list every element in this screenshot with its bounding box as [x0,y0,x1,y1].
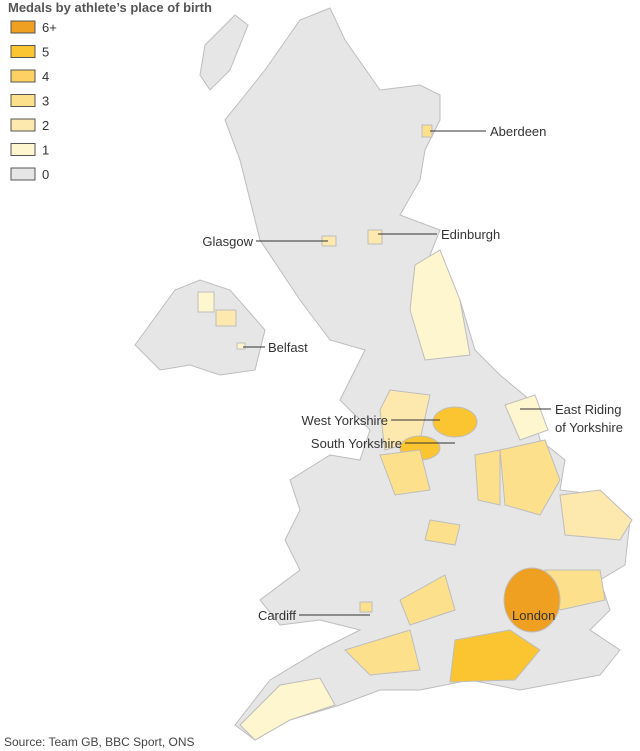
region [379,449,431,496]
legend-label: 6+ [42,20,57,35]
region [504,394,549,441]
legend-swatch [10,143,36,156]
place-label: Belfast [268,340,308,355]
legend-swatch [10,94,36,107]
legend-label: 5 [42,45,49,60]
region [432,406,478,438]
region [424,519,461,546]
region [197,291,215,313]
hebrides [199,14,249,91]
place-label: of Yorkshire [555,420,623,435]
region [449,629,541,683]
place-labels: Aberdeen Glasgow Edinburgh Belfast West York… [202,124,623,623]
region [239,677,336,741]
place-label: West Yorkshire [302,413,388,428]
region [503,567,561,633]
land [134,7,633,741]
title: Medals by athlete’s place of birth [8,0,212,15]
place-label: Glasgow [202,234,253,249]
region [474,449,501,506]
great-britain [224,7,631,741]
region [344,629,421,676]
place-label: East Riding [555,402,621,417]
region [359,601,373,613]
legend: 6+ 5 4 3 2 1 0 [10,20,57,182]
legend-swatch [10,69,36,83]
region [559,489,633,541]
legend-label: 2 [42,118,49,133]
legend-swatch [10,45,36,58]
northern-ireland [134,279,266,376]
legend-swatch [10,20,36,34]
legend-label: 3 [42,94,49,109]
legend-label: 1 [42,143,49,158]
region [409,249,471,361]
place-label: London [512,608,555,623]
place-label: Cardiff [258,608,296,623]
place-label: Edinburgh [441,227,500,242]
source: Source: Team GB, BBC Sport, ONS [4,735,195,749]
legend-label: 0 [42,167,49,182]
legend-swatch [10,118,36,132]
region [215,309,237,327]
region [399,574,456,626]
region [367,229,383,245]
region [236,342,246,350]
place-label: Aberdeen [490,124,546,139]
legend-label: 4 [42,69,49,84]
legend-swatch [10,167,36,181]
place-label: South Yorkshire [311,436,402,451]
region [499,439,561,516]
